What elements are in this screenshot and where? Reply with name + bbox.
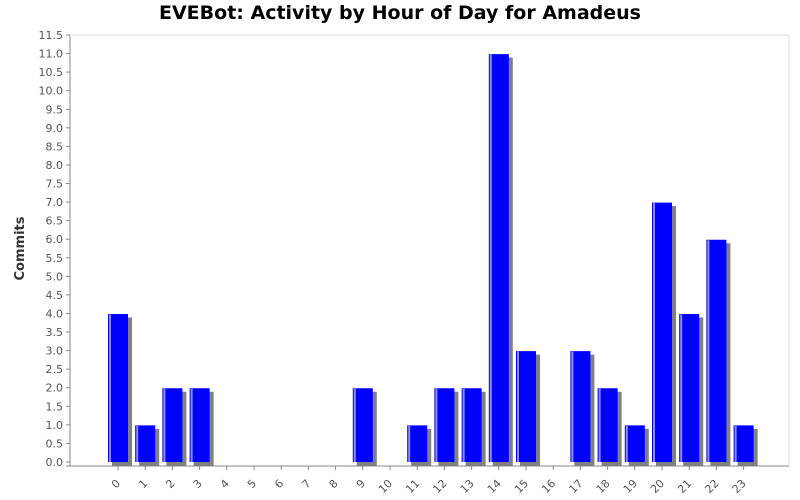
- x-tick-label: 6: [272, 477, 286, 491]
- bar: [407, 424, 428, 462]
- x-tick-label: 7: [299, 477, 313, 491]
- x-tick-label: 9: [354, 477, 368, 491]
- bar: [162, 387, 183, 462]
- y-tick-label: 5.0: [46, 270, 64, 283]
- x-tick-label: 22: [702, 477, 721, 496]
- x-tick-label: 1: [136, 477, 150, 491]
- y-tick-label: 8.5: [46, 140, 64, 153]
- x-tick-label: 20: [648, 477, 667, 496]
- y-tick-label: 2.5: [46, 363, 64, 376]
- bar-highlight: [163, 388, 166, 462]
- bar-highlight: [598, 388, 601, 462]
- x-tick-label: 0: [109, 477, 123, 491]
- x-tick-label: 13: [458, 477, 477, 496]
- bar-highlight: [136, 425, 139, 462]
- y-tick-label: 6.0: [46, 233, 64, 246]
- x-tick-label: 4: [218, 477, 232, 491]
- bar: [570, 350, 591, 462]
- x-tick-label: 8: [327, 477, 341, 491]
- y-tick-label: 9.5: [46, 103, 64, 116]
- y-tick-label: 1.0: [46, 419, 64, 432]
- y-tick-label: 0.0: [46, 456, 64, 469]
- bar-highlight: [680, 314, 683, 462]
- x-tick-label: 15: [512, 477, 531, 496]
- bar: [461, 387, 482, 462]
- bar-highlight: [517, 351, 519, 462]
- x-tick-label: 21: [675, 477, 694, 496]
- y-tick-label: 2.0: [46, 382, 64, 395]
- bar: [679, 313, 700, 462]
- bar-highlight: [435, 388, 438, 462]
- y-tick-label: 11.0: [39, 48, 64, 61]
- x-tick-label: 5: [245, 477, 259, 491]
- y-tick-label: 1.5: [46, 400, 64, 413]
- y-tick-label: 4.5: [46, 289, 64, 302]
- x-tick-label: 3: [191, 477, 205, 491]
- y-tick-label: 0.5: [46, 437, 64, 450]
- y-tick-label: 3.0: [46, 345, 64, 358]
- bar: [624, 424, 645, 462]
- y-tick-label: 6.5: [46, 215, 64, 228]
- bar-highlight: [489, 54, 492, 462]
- y-tick-label: 10.5: [39, 66, 64, 79]
- y-tick-label: 10.0: [39, 85, 64, 98]
- x-tick-label: 10: [376, 477, 395, 496]
- y-tick-label: 5.5: [46, 252, 64, 265]
- x-tick-label: 17: [566, 477, 585, 496]
- x-tick-label: 12: [430, 477, 449, 496]
- bar: [597, 387, 618, 462]
- y-axis-title: Commits: [13, 216, 28, 280]
- bar: [352, 387, 373, 462]
- x-tick-label: 19: [621, 477, 640, 496]
- bar-highlight: [109, 314, 111, 462]
- bar: [135, 424, 156, 462]
- bar: [488, 53, 509, 462]
- bar: [189, 387, 210, 462]
- bar-highlight: [353, 388, 356, 462]
- bar-highlight: [625, 425, 628, 462]
- y-tick-label: 8.0: [46, 159, 64, 172]
- x-tick-label: 11: [403, 477, 422, 496]
- y-tick-label: 7.0: [46, 196, 64, 209]
- bar: [108, 313, 128, 462]
- bar: [706, 239, 727, 462]
- bar: [434, 387, 455, 462]
- bar: [652, 202, 672, 462]
- y-tick-label: 11.5: [39, 29, 64, 42]
- bar-highlight: [190, 388, 193, 462]
- y-tick-label: 7.5: [46, 178, 64, 191]
- x-tick-label: 14: [485, 477, 504, 496]
- y-tick-label: 9.0: [46, 122, 64, 135]
- bar-highlight: [707, 240, 710, 462]
- bar-highlight: [408, 425, 411, 462]
- x-tick-label: 18: [594, 477, 613, 496]
- y-tick-label: 3.5: [46, 326, 64, 339]
- x-tick-label: 16: [539, 477, 558, 496]
- x-tick-label: 23: [730, 477, 749, 496]
- x-tick-label: 2: [163, 477, 177, 491]
- bar: [733, 424, 754, 462]
- y-tick-label: 4.0: [46, 307, 64, 320]
- bar-highlight: [653, 203, 655, 462]
- bar-highlight: [734, 425, 737, 462]
- chart-title: EVEBot: Activity by Hour of Day for Amad…: [159, 2, 641, 24]
- bar-highlight: [571, 351, 574, 462]
- bar: [516, 350, 536, 462]
- bar-highlight: [462, 388, 465, 462]
